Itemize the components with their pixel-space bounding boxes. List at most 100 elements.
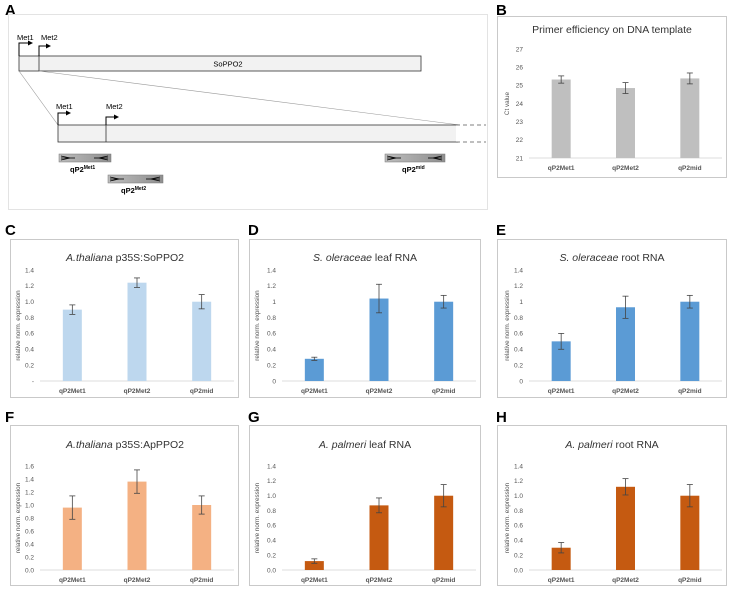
panel-letter-d: D [248, 222, 259, 239]
x-tick-label-b-0: qP2Met1 [548, 165, 575, 172]
primer-mid-amplicon [384, 153, 446, 163]
bar-c-qp2met1 [62, 309, 82, 381]
y-tick-label-e: 0.6 [514, 331, 523, 338]
x-tick-label-f-0: qP2Met1 [59, 577, 86, 584]
primer-met1-amplicon [58, 153, 112, 163]
x-tick-label-c-2: qP2mid [190, 388, 214, 395]
x-tick-label-b-2: qP2mid [678, 165, 702, 172]
y-tick-label-f: 0.2 [25, 554, 34, 561]
chart-title-b: Primer efficiency on DNA template [532, 24, 692, 36]
chart-title-rest-c: p35S:SoPPO2 [113, 252, 184, 264]
y-tick-label-c: 0.6 [25, 331, 34, 338]
y-tick-label-c: 1.0 [25, 299, 34, 306]
bar-d-qp2met1 [304, 358, 324, 381]
y-tick-label-d: 0.4 [267, 347, 276, 354]
y-tick-label-c: - [32, 378, 34, 385]
chart-title-rest-g: leaf RNA [366, 439, 411, 451]
y-tick-label-g: 0.8 [267, 508, 276, 515]
y-tick-label-b: 23 [516, 119, 524, 126]
y-tick-label-f: 0.8 [25, 515, 34, 522]
bar-b-qp2met2 [616, 88, 635, 158]
x-tick-label-g-1: qP2Met2 [366, 577, 393, 584]
x-tick-label-h-2: qP2mid [678, 577, 702, 584]
x-tick-label-e-0: qP2Met1 [548, 388, 575, 395]
chart-title-rest-d: leaf RNA [372, 252, 417, 264]
bar-g-qp2met2 [369, 505, 389, 570]
y-tick-label-f: 0.0 [25, 567, 34, 574]
panel-letter-a: A [5, 2, 16, 19]
y-tick-label-e: 0.4 [514, 347, 523, 354]
bar-h-qp2met1 [551, 547, 571, 570]
zoomed-bar-fade [456, 125, 486, 142]
y-tick-label-h: 1.2 [514, 478, 523, 485]
bar-b-qp2met1 [551, 79, 571, 158]
y-tick-label-g: 0.6 [267, 523, 276, 530]
bar-h-qp2mid [680, 495, 700, 570]
y-tick-label-f: 1.4 [25, 476, 34, 483]
y-tick-label-e: 0.2 [514, 362, 523, 369]
bar-c-qp2mid [192, 301, 212, 381]
x-tick-label-d-2: qP2mid [432, 388, 456, 395]
chart-title-italic-h: A. palmeri [564, 439, 613, 451]
met1-label-top: Met1 [17, 33, 34, 42]
y-tick-label-f: 0.4 [25, 541, 34, 548]
x-tick-label-h-0: qP2Met1 [548, 577, 575, 584]
y-tick-label-h: 1.0 [514, 493, 523, 500]
y-tick-label-c: 1.4 [25, 267, 34, 274]
chart-title-italic-g: A. palmeri [318, 439, 367, 451]
x-tick-label-e-2: qP2mid [678, 388, 702, 395]
y-tick-label-d: 0.2 [267, 362, 276, 369]
chart-title-italic-c: A.thaliana [65, 252, 113, 264]
y-axis-label-h: relative norm. expression [504, 482, 511, 553]
panel-letter-g: G [248, 409, 260, 426]
panel-letter-e: E [496, 222, 507, 239]
y-axis-label-g: relative norm. expression [254, 482, 261, 553]
y-tick-label-h: 0.6 [514, 523, 523, 530]
x-tick-label-f-1: qP2Met2 [124, 577, 151, 584]
bar-d-qp2met2 [369, 298, 389, 381]
primer-met1-label: qP2Met1 [70, 165, 95, 174]
x-tick-label-d-1: qP2Met2 [366, 388, 393, 395]
chart-title-rest-h: root RNA [613, 439, 659, 451]
bar-g-qp2mid [434, 495, 454, 570]
y-tick-label-b: 27 [516, 46, 524, 53]
y-tick-label-h: 0.8 [514, 508, 523, 515]
met1-arrowhead-icon [28, 40, 33, 46]
primer-met2-amplicon [107, 174, 164, 184]
bar-h-qp2met2 [616, 486, 635, 570]
x-tick-label-c-0: qP2Met1 [59, 388, 86, 395]
x-tick-label-g-2: qP2mid [432, 577, 456, 584]
y-tick-label-e: 0.8 [514, 315, 523, 322]
zoom-met1-arrow-icon [57, 112, 66, 125]
met1-label-zoom: Met1 [56, 102, 73, 111]
panel-letter-b: B [496, 2, 507, 19]
y-axis-label-f: relative norm. expression [15, 482, 22, 553]
y-tick-label-d: 1.4 [267, 267, 276, 274]
bar-f-qp2met1 [62, 507, 82, 570]
chart-title-italic-f: A.thaliana [65, 439, 113, 451]
chart-title-italic-e: S. oleraceae [559, 252, 618, 264]
bar-d-qp2mid [434, 301, 454, 381]
y-tick-label-b: 21 [516, 155, 524, 162]
zoom-line-left [18, 70, 59, 126]
chart-title-d: S. oleraceae leaf RNA [313, 252, 417, 264]
y-axis-label-b: Ct value [504, 91, 511, 115]
y-tick-label-d: 0.6 [267, 331, 276, 338]
gene-label: SoPPO2 [213, 60, 242, 69]
bar-f-qp2mid [192, 505, 212, 570]
x-tick-label-e-1: qP2Met2 [612, 388, 639, 395]
y-tick-label-h: 0.2 [514, 552, 523, 559]
met2-label-zoom: Met2 [106, 102, 123, 111]
x-tick-label-c-1: qP2Met2 [124, 388, 151, 395]
x-tick-label-g-0: qP2Met1 [301, 577, 328, 584]
y-tick-label-f: 0.6 [25, 528, 34, 535]
primer-met2-label: qP2Met2 [121, 186, 146, 195]
y-tick-label-b: 25 [516, 83, 524, 90]
chart-title-rest-f: p35S:ApPPO2 [113, 439, 184, 451]
bar-e-qp2met1 [551, 341, 571, 381]
panel-letter-h: H [496, 409, 507, 426]
y-tick-label-g: 0.4 [267, 538, 276, 545]
gene-diagram-panel [8, 14, 488, 210]
panel-letter-f: F [5, 409, 15, 426]
